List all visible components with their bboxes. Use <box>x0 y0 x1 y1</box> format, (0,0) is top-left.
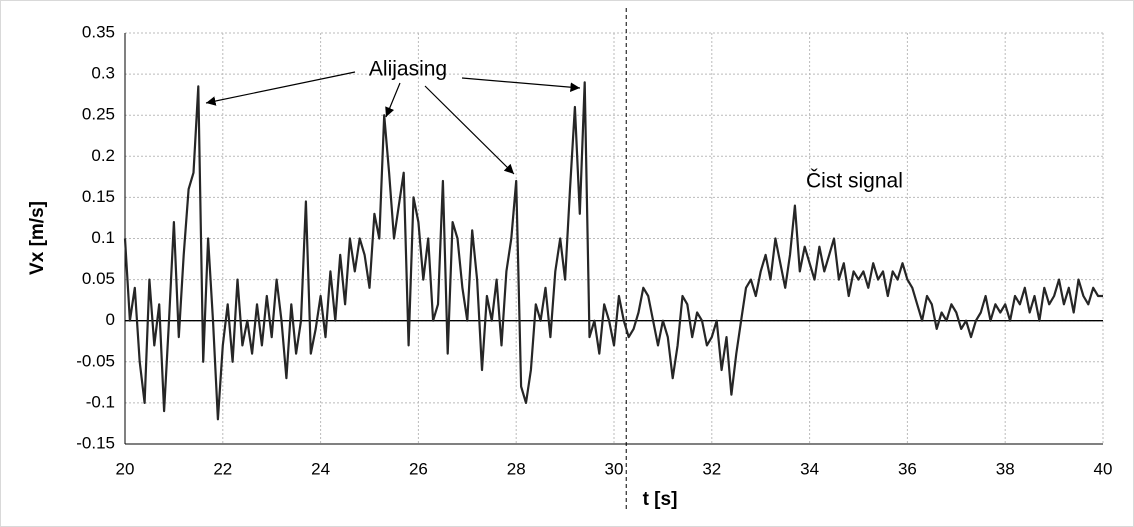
y-tick-label: -0.1 <box>86 392 115 411</box>
annotation: Alijasing <box>369 58 447 81</box>
y-tick-label: 0.35 <box>82 22 115 41</box>
arrow <box>385 82 401 118</box>
y-tick-label: 0.15 <box>82 187 115 206</box>
x-tick-label: 24 <box>311 459 330 478</box>
annotation: Čist signal <box>806 170 903 193</box>
x-tick-label: 28 <box>507 459 526 478</box>
plot-area: -0.15 -0.1 -0.05 0 0.05 0.1 0.15 0.2 0.25 0.3 0.35… <box>76 8 1112 512</box>
arrow <box>205 71 356 106</box>
x-tick-label: 32 <box>702 459 721 478</box>
y-tick-label: -0.05 <box>76 351 115 370</box>
y-tick-label: 0.25 <box>82 105 115 124</box>
arrows <box>205 71 581 175</box>
y-tick-label: 0.3 <box>91 64 115 83</box>
x-tick-label: 38 <box>996 459 1015 478</box>
arrow <box>424 85 515 175</box>
arrow <box>461 77 581 92</box>
x-axis-label: t [s] <box>643 489 678 510</box>
data-line <box>123 81 1103 421</box>
x-tick-label: 36 <box>898 459 917 478</box>
y-tick-label: 0.05 <box>82 269 115 288</box>
y-axis-label: Vx [m/s] <box>27 201 48 275</box>
x-tick-label: 26 <box>409 459 428 478</box>
y-tick-label: 0 <box>106 310 115 329</box>
x-tick-label: 22 <box>213 459 232 478</box>
y-tick-label: 0.1 <box>91 228 115 247</box>
x-tick-label: 30 <box>605 459 624 478</box>
x-tick-label: 34 <box>800 459 819 478</box>
y-tick-label: -0.15 <box>76 433 115 452</box>
x-tick-label: 40 <box>1094 459 1113 478</box>
x-tick-label: 20 <box>116 459 135 478</box>
y-tick-label: 0.2 <box>91 146 115 165</box>
